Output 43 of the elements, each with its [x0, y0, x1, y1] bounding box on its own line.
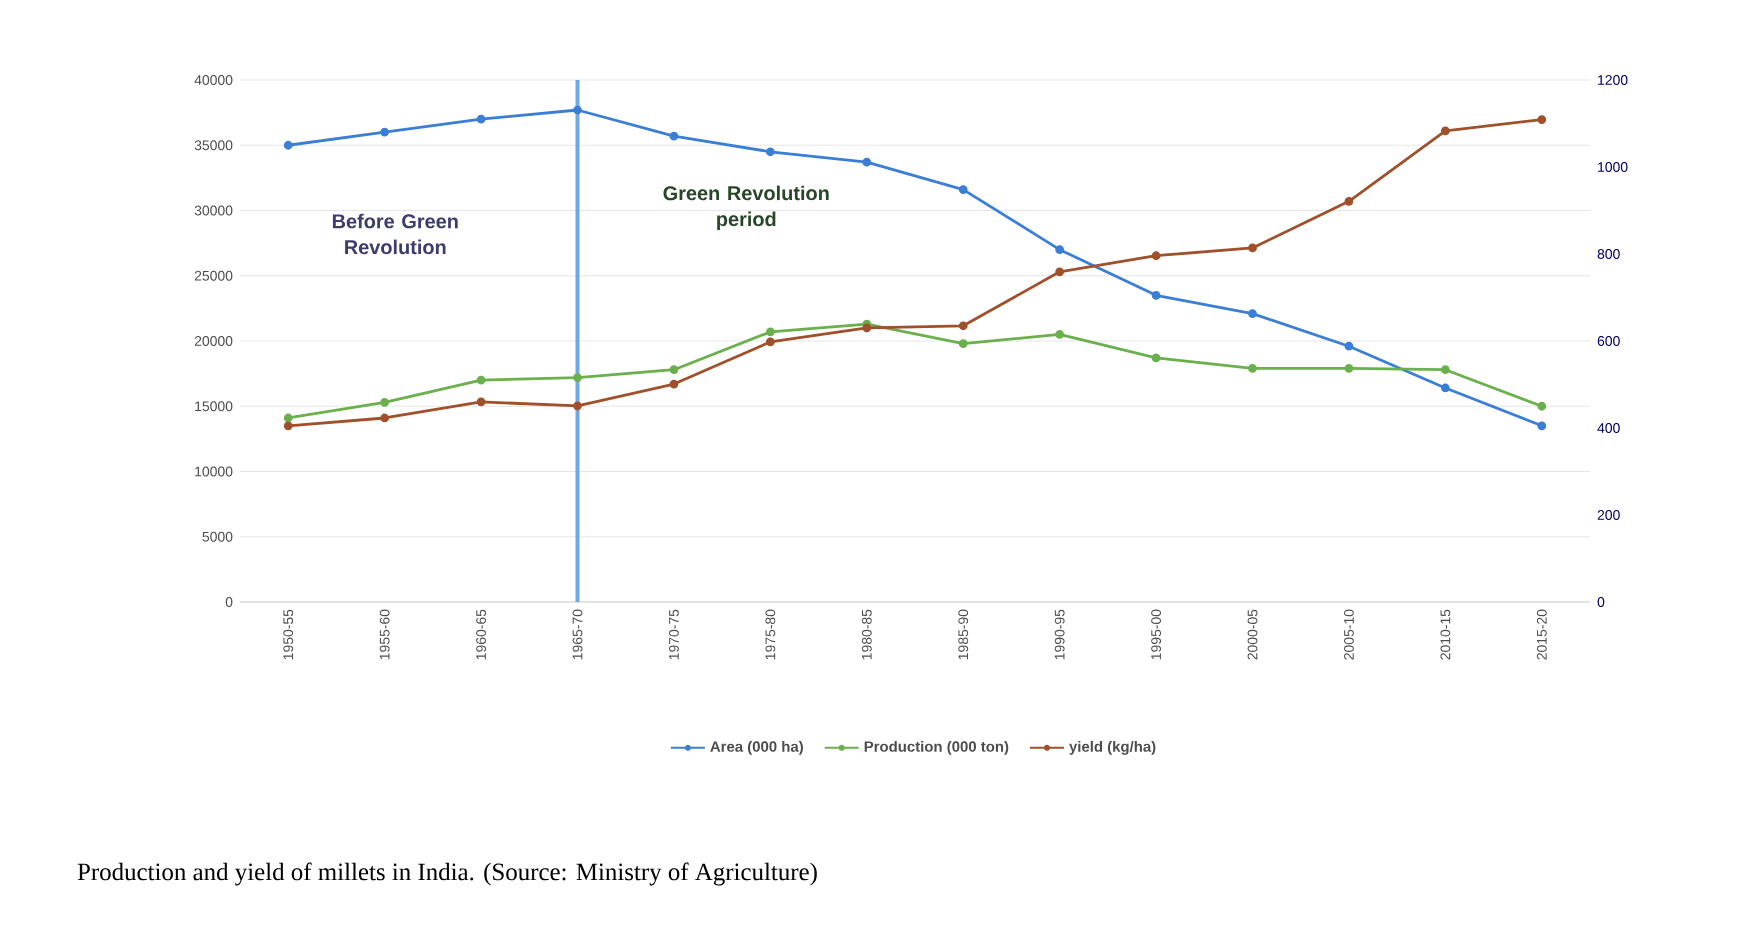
point — [669, 365, 679, 375]
point — [1344, 364, 1354, 373]
point — [1344, 196, 1354, 206]
annotation: Before Green Revolution — [332, 213, 458, 255]
point — [476, 397, 486, 407]
point — [573, 373, 582, 382]
point — [476, 114, 486, 124]
point — [380, 397, 390, 407]
point — [1537, 421, 1547, 431]
point — [380, 127, 390, 137]
point — [958, 321, 968, 331]
point — [1537, 115, 1547, 124]
point — [1440, 383, 1450, 393]
annotation: Green Revolution period — [663, 185, 829, 231]
point — [1055, 330, 1065, 339]
point — [1248, 364, 1257, 373]
point — [765, 147, 775, 157]
point — [1151, 290, 1161, 300]
point — [1344, 341, 1354, 351]
point — [765, 327, 775, 337]
point — [1151, 251, 1161, 261]
point — [1537, 401, 1547, 411]
point — [1151, 353, 1161, 363]
text: Production and yield of millets in India. (Source: Ministry of Agriculture) — [77, 862, 817, 886]
point — [669, 379, 679, 389]
point — [1440, 126, 1450, 136]
point — [1248, 243, 1257, 253]
point — [1248, 309, 1257, 318]
point — [573, 401, 582, 411]
point — [669, 131, 679, 141]
point — [1440, 365, 1450, 375]
point — [573, 105, 582, 115]
point — [283, 421, 293, 431]
point — [1055, 245, 1065, 255]
point — [476, 375, 486, 385]
point — [765, 337, 775, 347]
point — [958, 185, 968, 194]
point — [380, 413, 390, 423]
point — [283, 140, 293, 150]
point — [862, 157, 872, 167]
point — [1055, 267, 1065, 277]
point — [958, 339, 968, 348]
point — [283, 413, 293, 423]
